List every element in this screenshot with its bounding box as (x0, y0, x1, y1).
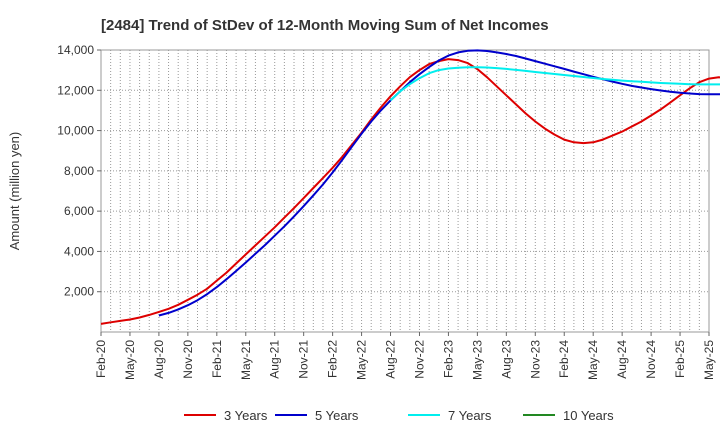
legend-item: 5 Years (275, 408, 359, 423)
y-tick-label: 10,000 (57, 124, 94, 138)
legend-item: 3 Years (184, 408, 268, 423)
x-tick-label: May-20 (123, 340, 137, 380)
y-tick-label: 12,000 (57, 83, 94, 97)
x-tick-label: Aug-23 (499, 340, 513, 379)
x-tick-label: Feb-23 (441, 340, 455, 378)
x-tick-label: Feb-22 (326, 340, 340, 378)
y-axis: 2,000 4,000 6,000 8,000 10,000 12,000 14,000 (57, 43, 101, 299)
x-tick-label: Feb-25 (673, 340, 687, 378)
series-line-5-years (158, 49, 720, 317)
gridlines (100, 49, 710, 332)
legend-label: 5 Years (315, 408, 359, 423)
y-tick-label: 6,000 (64, 204, 94, 218)
x-tick-label: Aug-22 (384, 340, 398, 379)
x-tick-label: May-23 (470, 340, 484, 380)
y-axis-label: Amount (million yen) (7, 132, 22, 251)
x-tick-label: May-24 (586, 340, 600, 380)
chart-title: [2484] Trend of StDev of 12-Month Moving… (101, 17, 549, 34)
x-tick-label: May-25 (702, 340, 716, 380)
x-tick-label: Nov-24 (644, 340, 658, 379)
x-tick-label: May-22 (355, 340, 369, 380)
x-tick-label: Nov-23 (528, 340, 542, 379)
legend-label: 10 Years (563, 408, 614, 423)
x-tick-label: Nov-20 (181, 340, 195, 379)
x-tick-label: Aug-20 (152, 340, 166, 379)
x-tick-label: Nov-21 (297, 340, 311, 379)
y-tick-label: 14,000 (57, 43, 94, 57)
series-lines (100, 49, 720, 325)
legend-label: 7 Years (448, 408, 492, 423)
legend: 3 Years 5 Years 7 Years 10 Years (184, 408, 614, 423)
y-tick-label: 4,000 (64, 244, 94, 258)
x-tick-label: Feb-20 (94, 340, 108, 378)
series-line-3-years (100, 58, 720, 325)
y-tick-label: 2,000 (64, 285, 94, 299)
x-tick-label: Feb-24 (557, 340, 571, 378)
x-axis: Feb-20 May-20 Aug-20 Nov-20 Feb-21 May-21 Aug-… (94, 332, 716, 380)
x-tick-label: Feb-21 (210, 340, 224, 378)
y-tick-label: 8,000 (64, 164, 94, 178)
legend-item: 10 Years (523, 408, 614, 423)
x-tick-label: Aug-24 (615, 340, 629, 379)
plot-area (100, 49, 710, 333)
x-tick-label: May-21 (239, 340, 253, 380)
x-tick-label: Aug-21 (268, 340, 282, 379)
legend-label: 3 Years (224, 408, 268, 423)
legend-item: 7 Years (408, 408, 492, 423)
series-line-7-years (389, 66, 720, 102)
x-tick-label: Nov-22 (412, 340, 426, 379)
